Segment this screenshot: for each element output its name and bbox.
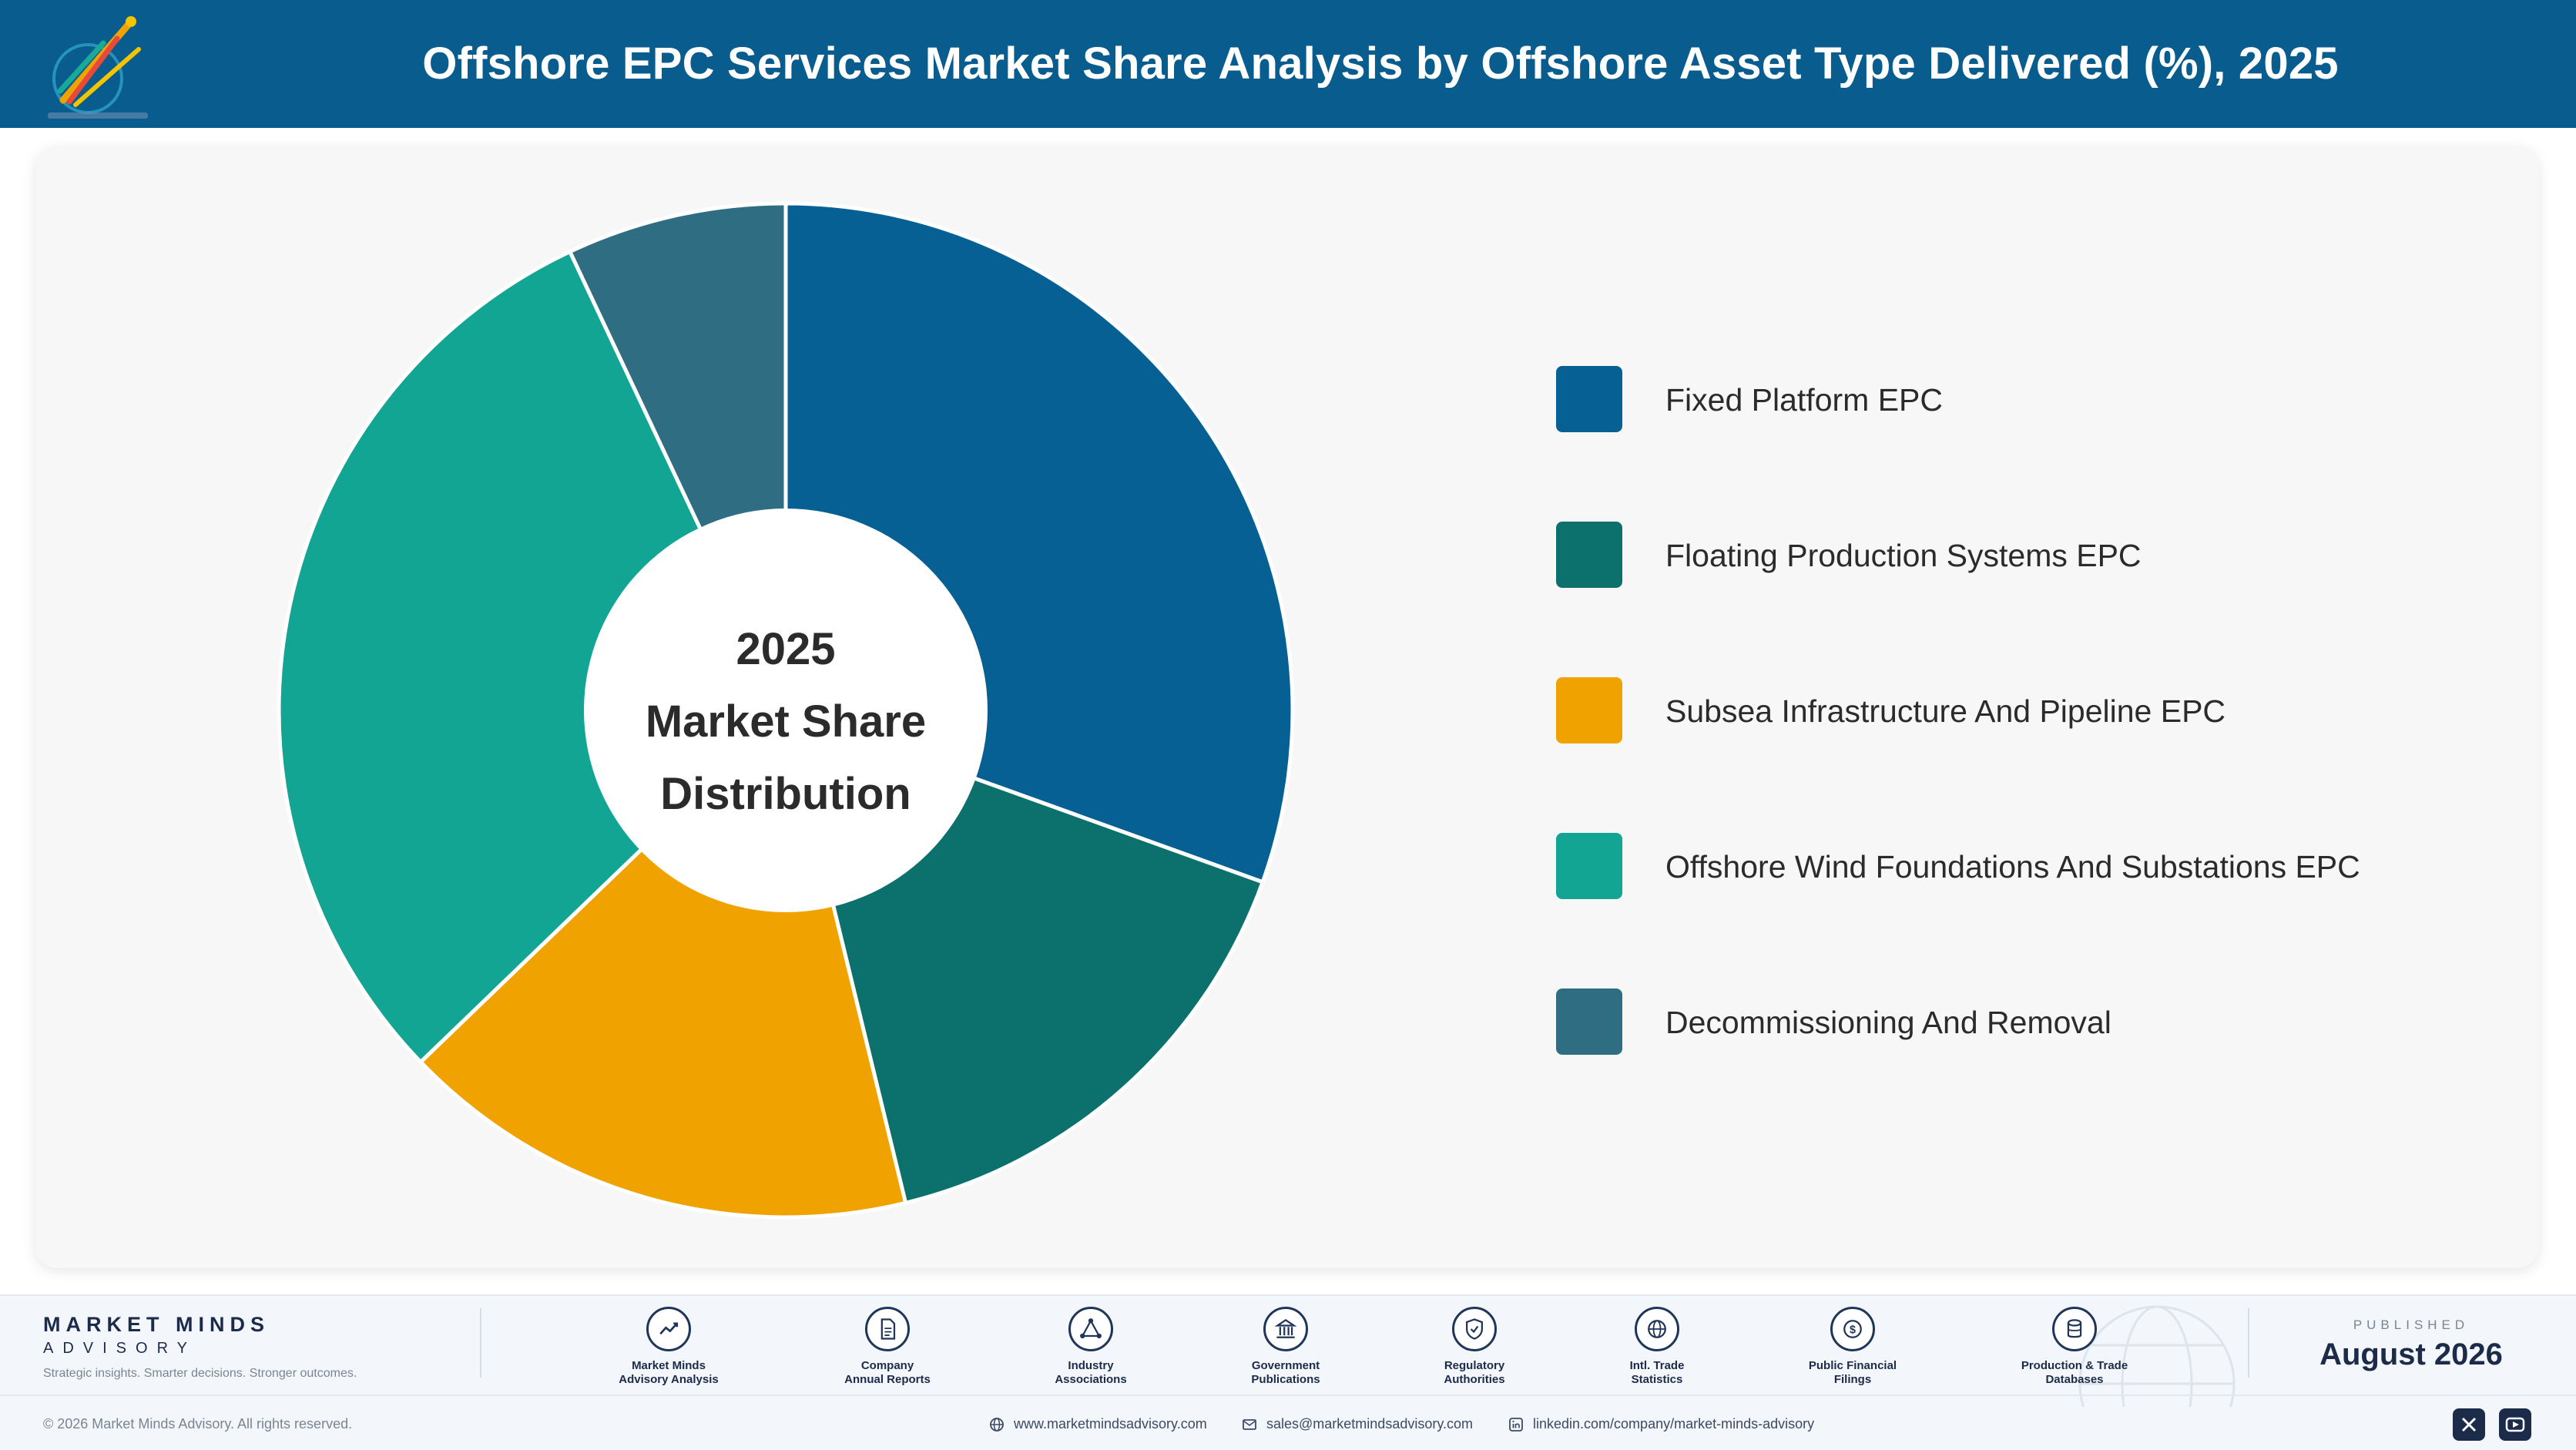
footer-bottom-bar: © 2026 Market Minds Advisory. All rights… [0,1395,2576,1450]
website-text: www.marketmindsadvisory.com [1014,1416,1207,1432]
linkedin-icon [1509,1418,1523,1432]
database-icon [2052,1307,2097,1351]
source-public-financial-filings: $ Public Financial Filings [1768,1307,1937,1387]
center-label-distribution: Distribution [660,769,911,819]
source-production-trade-databases: Production & Trade Databases [1990,1307,2159,1387]
legend-swatch [1556,677,1622,743]
donut-hole [584,509,988,912]
trend-line-icon [646,1307,691,1351]
legend-swatch [1556,522,1622,588]
youtube-social-button[interactable] [2499,1408,2531,1441]
donut-chart: 2025 Market Share Distribution [277,203,1293,1217]
website-link[interactable]: www.marketmindsadvisory.com [989,1396,1207,1450]
email-text: sales@marketmindsadvisory.com [1266,1416,1474,1432]
globe-icon [1635,1307,1679,1351]
government-building-icon [1263,1307,1308,1351]
globe-watermark-icon [2078,1305,2236,1407]
source-market-minds-analysis: Market Minds Advisory Analysis [584,1307,753,1387]
linkedin-text: linkedin.com/company/market-minds-adviso… [1533,1416,1815,1432]
source-industry-associations: Industry Associations [1006,1307,1176,1387]
email-link[interactable]: sales@marketmindsadvisory.com [1242,1396,1473,1450]
source-regulatory-authorities: Regulatory Authorities [1390,1307,1559,1387]
footer-brand: MARKET MINDS ADVISORY Strategic insights… [43,1313,357,1381]
divider [2248,1308,2249,1378]
brand-logo-icon [48,16,148,119]
legend-swatch [1556,366,1622,432]
published-label: PUBLISHED [2353,1317,2470,1332]
source-company-annual-reports: Company Annual Reports [803,1307,972,1387]
legend-swatch [1556,833,1622,899]
x-icon [2461,1417,2477,1432]
svg-text:$: $ [1850,1324,1856,1336]
pie-slice-offshore-wind-foundations-and-substations-epc [277,250,788,1064]
legend-label: Subsea Infrastructure And Pipeline EPC [1665,693,2226,729]
published-date: August 2026 [2319,1338,2503,1371]
x-social-button[interactable] [2453,1408,2485,1441]
document-icon [865,1307,910,1351]
dollar-coin-icon: $ [1830,1307,1875,1351]
copyright-text: © 2026 Market Minds Advisory. All rights… [43,1416,353,1432]
mail-icon [1243,1419,1256,1431]
brand-name: MARKET MINDS [43,1313,270,1336]
legend-swatch [1556,988,1622,1055]
shield-check-icon [1452,1307,1497,1351]
legend-label: Decommissioning And Removal [1665,1005,2111,1040]
brand-subtitle: ADVISORY [43,1340,196,1357]
youtube-icon [2505,1417,2525,1432]
divider [480,1308,481,1378]
source-intl-trade-statistics: Intl. Trade Statistics [1572,1307,1742,1387]
linkedin-link[interactable]: linkedin.com/company/market-minds-adviso… [1508,1396,1814,1450]
legend-label: Fixed Platform EPC [1665,382,1943,418]
legend-label: Floating Production Systems EPC [1665,538,2142,573]
published-info: PUBLISHED August 2026 [2257,1317,2565,1372]
legend-label: Offshore Wind Foundations And Substation… [1665,849,2360,884]
center-label-market-share: Market Share [646,696,926,747]
network-icon [1068,1307,1113,1351]
header-bar: Offshore EPC Services Market Share Analy… [0,0,2576,128]
center-label-year: 2025 [736,624,835,674]
globe-icon [990,1418,1004,1432]
footer: MARKET MINDS ADVISORY Strategic insights… [0,1294,2576,1450]
brand-tagline: Strategic insights. Smarter decisions. S… [43,1367,357,1380]
source-government-publications: Government Publications [1201,1307,1370,1387]
page-title: Offshore EPC Services Market Share Analy… [422,39,2339,89]
